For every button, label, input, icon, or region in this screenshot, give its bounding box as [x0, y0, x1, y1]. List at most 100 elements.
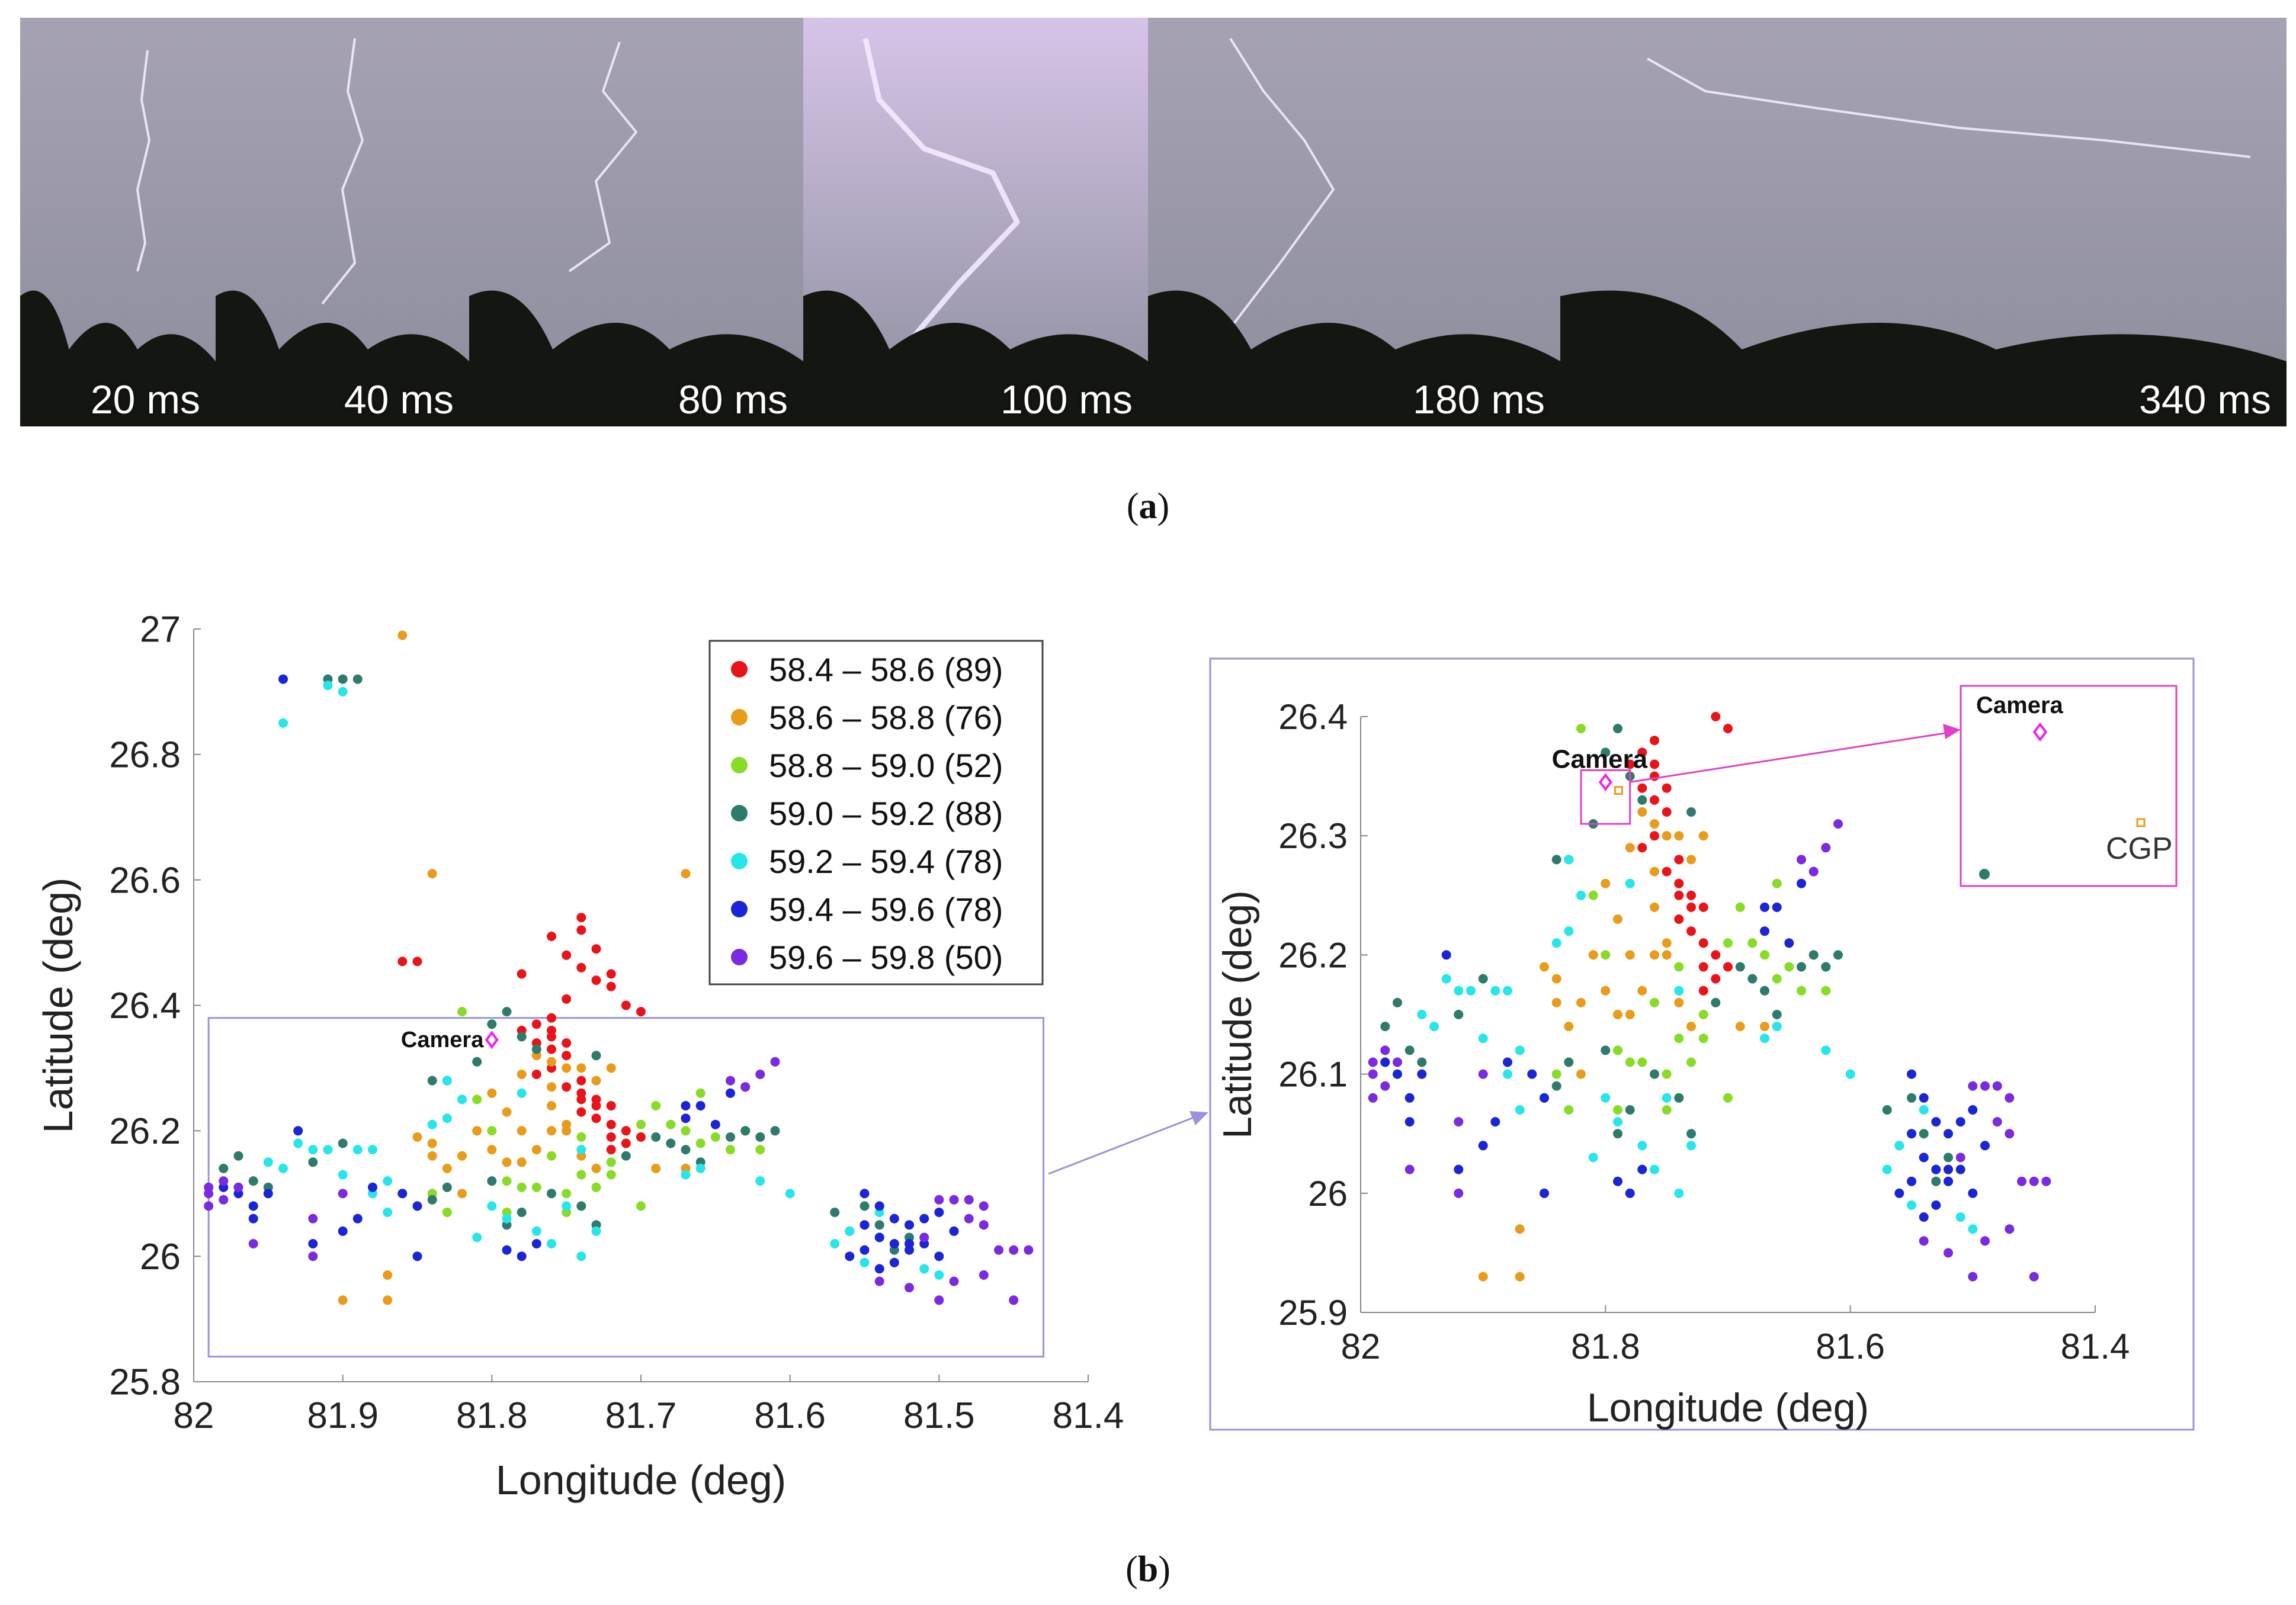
data-point	[994, 1245, 1003, 1255]
data-point	[323, 680, 333, 691]
data-point	[1650, 1069, 1659, 1079]
data-point	[1833, 819, 1843, 829]
data-point	[695, 1101, 706, 1110]
tree-silhouette	[20, 290, 216, 426]
data-point	[636, 1201, 646, 1211]
data-point	[1490, 1117, 1500, 1127]
data-point	[1711, 997, 1721, 1007]
data-point	[293, 1126, 303, 1136]
data-point	[1711, 950, 1721, 960]
data-point	[1980, 1081, 1990, 1091]
data-point	[1674, 962, 1684, 972]
y-tick-label: 26	[1308, 1174, 1348, 1214]
data-point	[979, 1201, 989, 1211]
data-point	[1907, 1093, 1916, 1103]
data-point	[517, 1070, 527, 1079]
data-point	[1637, 747, 1647, 757]
data-point	[919, 1232, 929, 1243]
data-point	[1723, 1093, 1733, 1103]
legend-marker	[731, 709, 748, 726]
y-tick-label: 26.3	[1278, 816, 1348, 856]
data-point	[621, 1000, 631, 1010]
legend-label: 58.6 – 58.8 (76)	[769, 699, 1003, 736]
data-point	[1747, 938, 1758, 948]
data-point	[1588, 890, 1598, 900]
data-point	[1772, 878, 1782, 888]
data-point	[651, 1101, 661, 1110]
legend-marker	[731, 901, 748, 917]
data-point	[860, 1220, 870, 1230]
data-point	[1686, 1141, 1696, 1151]
data-point	[1723, 962, 1733, 972]
data-point	[1478, 1272, 1488, 1282]
cgp-marker	[1614, 786, 1623, 795]
data-point	[531, 1044, 541, 1054]
data-point	[397, 956, 408, 967]
data-point	[517, 969, 527, 979]
data-point	[1637, 795, 1647, 805]
data-point	[576, 1251, 586, 1261]
data-point	[502, 1214, 512, 1224]
data-point	[591, 1226, 601, 1236]
data-point	[651, 1132, 661, 1142]
data-point	[1760, 1022, 1769, 1032]
data-point	[338, 1295, 348, 1305]
data-point	[1564, 926, 1574, 936]
data-point	[308, 1214, 318, 1224]
data-point	[368, 1145, 377, 1155]
data-point	[1490, 986, 1500, 996]
data-point	[1637, 807, 1647, 817]
data-point	[681, 1170, 691, 1180]
data-point	[502, 1007, 512, 1017]
data-point	[487, 1019, 497, 1029]
data-point	[308, 1157, 318, 1167]
data-point	[621, 1151, 631, 1161]
data-point	[2005, 1129, 2015, 1139]
data-point	[1662, 1069, 1672, 1079]
inset-connector-arrowhead	[1943, 724, 1961, 739]
tree-silhouette	[1560, 290, 2287, 426]
data-point	[695, 1088, 706, 1098]
data-point	[1698, 986, 1708, 996]
data-point	[1564, 855, 1574, 865]
data-point	[442, 1113, 452, 1124]
data-point	[1625, 950, 1635, 960]
data-point	[591, 1113, 601, 1124]
data-point	[472, 1232, 482, 1243]
photo-frame: 40 ms	[216, 18, 469, 426]
data-point	[1625, 1010, 1635, 1019]
data-point	[1919, 1236, 1929, 1246]
data-point	[562, 1126, 572, 1136]
data-point	[1723, 724, 1733, 734]
data-point	[1625, 759, 1635, 769]
data-point	[1674, 855, 1684, 865]
data-point	[681, 1113, 691, 1124]
data-point	[1650, 795, 1659, 805]
data-point	[531, 1182, 541, 1192]
data-point	[636, 1132, 646, 1142]
data-point	[219, 1195, 229, 1205]
data-point	[1613, 1117, 1622, 1127]
data-point	[1576, 724, 1586, 734]
data-point	[1686, 807, 1696, 817]
data-point	[905, 1239, 914, 1248]
tree-silhouette	[216, 290, 469, 426]
data-point	[1833, 950, 1843, 960]
data-point	[531, 1070, 541, 1079]
data-point	[1024, 1245, 1034, 1255]
camera-label: Camera	[1976, 692, 2064, 718]
data-point	[1650, 997, 1659, 1007]
data-point	[547, 1126, 556, 1136]
data-point	[562, 950, 572, 960]
data-point	[1808, 950, 1819, 960]
data-point	[1735, 962, 1745, 972]
caption-a: (a)	[1126, 486, 1170, 527]
tree-silhouette	[1148, 290, 1560, 426]
data-point	[874, 1264, 884, 1274]
data-point	[934, 1270, 944, 1280]
data-point	[1515, 1105, 1525, 1115]
axes: 82 81.8 81.6 81.4 25.9 26 26.1 26.2 26.3 26.4	[1278, 697, 2130, 1366]
data-point	[1625, 1057, 1635, 1067]
data-point	[830, 1208, 840, 1217]
data-point	[1662, 783, 1672, 793]
